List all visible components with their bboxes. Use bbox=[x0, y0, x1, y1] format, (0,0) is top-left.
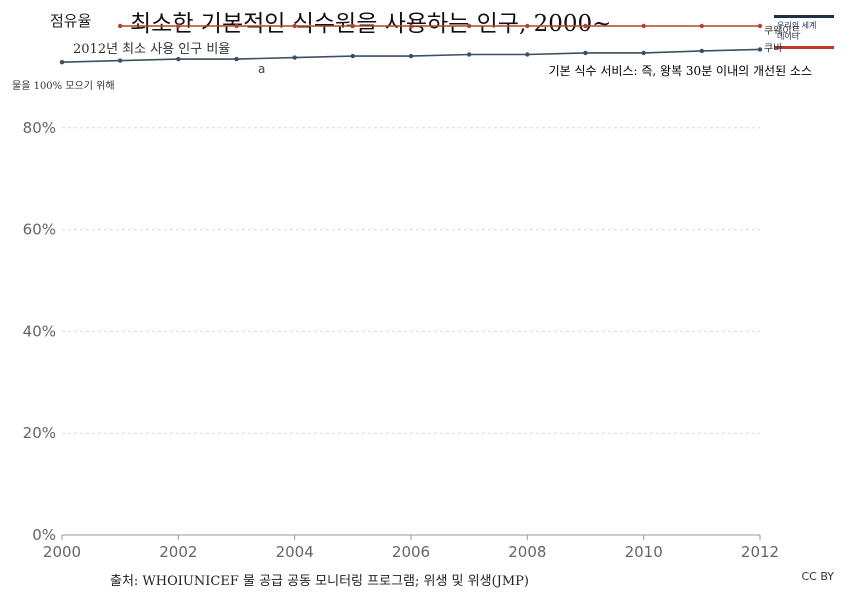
y-tick-label: 80% bbox=[23, 119, 56, 137]
y-tick-label: 40% bbox=[23, 322, 56, 340]
definition-text: 기본 식수 서비스: 즉, 왕복 30분 이내의 개선된 소스 bbox=[548, 64, 812, 78]
data-point bbox=[292, 55, 297, 60]
x-tick-label: 2010 bbox=[625, 543, 663, 561]
x-tick-label: 2008 bbox=[508, 543, 546, 561]
x-tick-label: 2000 bbox=[43, 543, 81, 561]
x-tick-label: 2012 bbox=[741, 543, 779, 561]
data-point bbox=[234, 23, 239, 29]
data-point bbox=[176, 23, 181, 29]
source-text: 출처: WHOIUNICEF 물 공급 공동 모니터링 프로그램; 위생 및 위… bbox=[110, 574, 529, 589]
data-point bbox=[525, 23, 530, 29]
data-point bbox=[234, 56, 239, 62]
data-point bbox=[757, 47, 763, 52]
data-point bbox=[408, 23, 414, 29]
series-label-kuwait: 쿠웨이트 bbox=[764, 25, 801, 37]
data-point bbox=[583, 50, 588, 56]
data-point bbox=[466, 52, 472, 57]
data-point bbox=[699, 23, 705, 29]
y-tick-label: 20% bbox=[23, 424, 56, 442]
x-tick-label: 2004 bbox=[276, 543, 314, 561]
data-point bbox=[350, 53, 356, 59]
chart-title: 최소한 기본적인 식수원을 사용하는 인구, 2000~ bbox=[130, 11, 612, 37]
data-point bbox=[641, 23, 646, 29]
data-point bbox=[117, 23, 123, 29]
data-point bbox=[583, 23, 588, 29]
license-link[interactable]: CC BY bbox=[801, 570, 834, 583]
series-label-cuba: 쿠바 bbox=[764, 42, 782, 54]
data-point bbox=[757, 23, 763, 29]
note-marker: a bbox=[258, 62, 266, 76]
logo-line-2: 데이터 bbox=[777, 32, 800, 41]
data-point bbox=[350, 23, 356, 29]
data-point bbox=[176, 56, 181, 62]
x-tick-label: 2006 bbox=[392, 543, 430, 561]
owid-logo[interactable]: 우리의 세계 데이터 bbox=[774, 15, 834, 49]
data-point bbox=[641, 50, 646, 56]
data-point bbox=[292, 23, 297, 29]
y-tick-label: 60% bbox=[23, 221, 56, 239]
data-point bbox=[466, 23, 472, 29]
y-axis-note: 물을 100% 모으기 위해 bbox=[12, 81, 115, 92]
data-point bbox=[117, 58, 123, 63]
logo-line-1: 우리의 세계 bbox=[777, 21, 817, 30]
share-tab[interactable]: 점유율 bbox=[50, 12, 92, 30]
data-point bbox=[59, 59, 65, 65]
data-point bbox=[408, 53, 414, 59]
chart-subtitle: 2012년 최소 사용 인구 비율 bbox=[73, 42, 231, 57]
y-tick-label: 0% bbox=[32, 526, 56, 544]
x-tick-label: 2002 bbox=[159, 543, 197, 561]
data-point bbox=[699, 48, 705, 54]
data-point bbox=[525, 52, 530, 57]
